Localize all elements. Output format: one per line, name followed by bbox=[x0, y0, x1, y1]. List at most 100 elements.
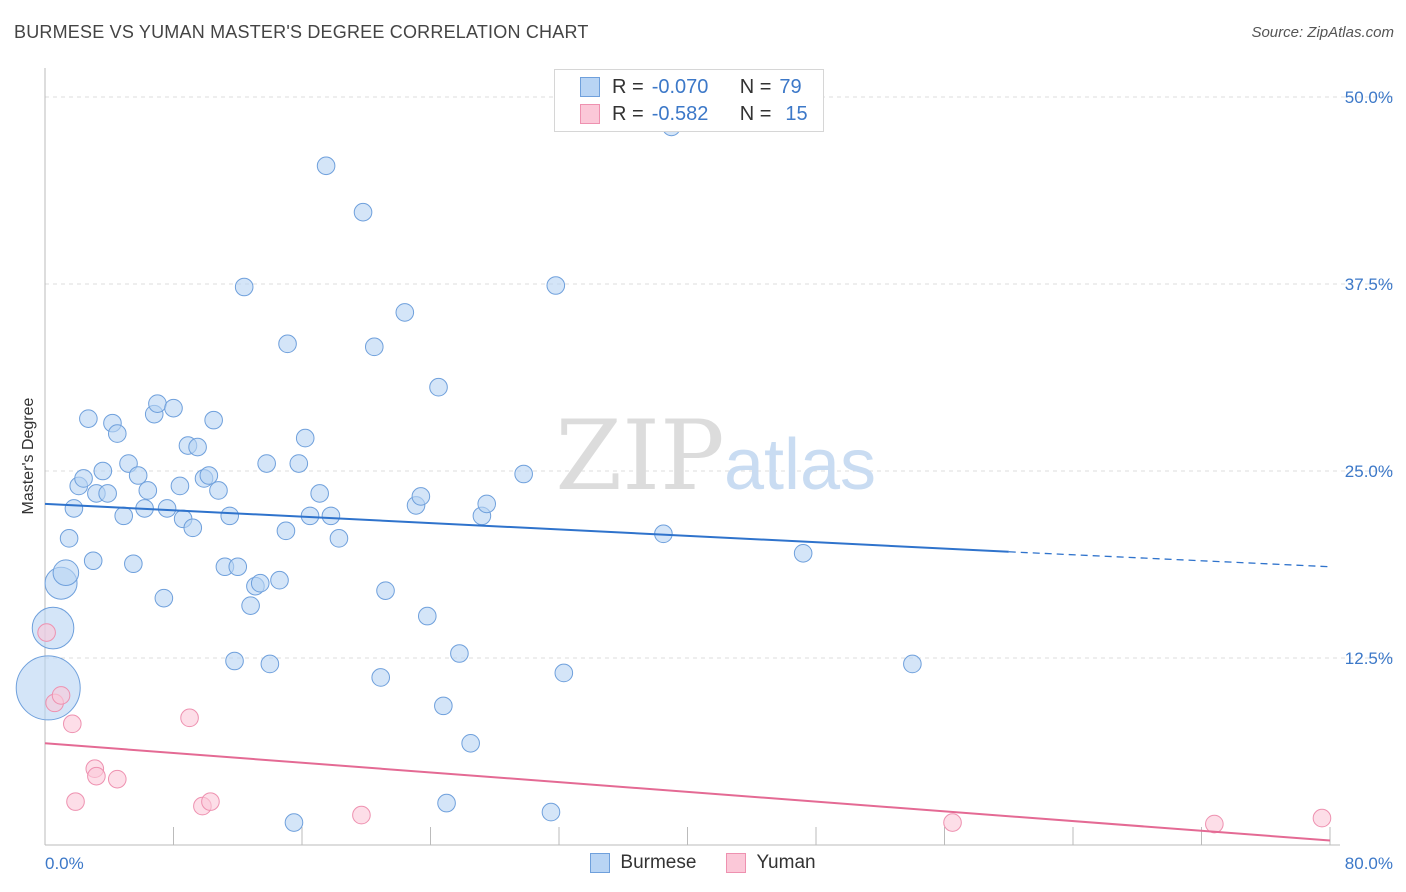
point-burmese bbox=[903, 654, 922, 674]
point-burmese bbox=[52, 559, 80, 587]
series-legend: Burmese Yuman bbox=[0, 852, 1406, 874]
point-burmese bbox=[284, 813, 304, 832]
chart-title: BURMESE VS YUMAN MASTER'S DEGREE CORRELA… bbox=[14, 22, 589, 42]
point-burmese bbox=[371, 668, 391, 687]
data-points bbox=[15, 117, 1332, 834]
watermark: ZIP atlas bbox=[555, 400, 876, 512]
legend-r-value: -0.582 bbox=[651, 102, 709, 125]
point-burmese bbox=[220, 506, 240, 526]
point-burmese bbox=[546, 276, 566, 295]
legend-row-burmese: R = -0.070 N = 79 bbox=[555, 74, 802, 100]
trend-lines bbox=[44, 502, 1331, 842]
point-burmese bbox=[295, 428, 315, 448]
point-burmese bbox=[128, 466, 148, 485]
point-burmese bbox=[554, 663, 574, 683]
legend-swatch-yuman bbox=[726, 853, 747, 873]
legend-item-burmese[interactable]: Burmese bbox=[590, 852, 696, 874]
point-burmese bbox=[310, 484, 329, 503]
legend-label-burmese: Burmese bbox=[620, 852, 697, 873]
gridlines bbox=[45, 96, 1393, 659]
point-burmese bbox=[79, 409, 98, 428]
point-burmese bbox=[395, 303, 415, 322]
trend-line-burmese bbox=[44, 502, 1009, 553]
legend-item-yuman[interactable]: Yuman bbox=[726, 852, 816, 874]
legend-r-label: R = bbox=[612, 102, 644, 125]
point-burmese bbox=[793, 543, 813, 563]
y-tick-label: 50.0% bbox=[1345, 88, 1393, 107]
point-burmese bbox=[278, 334, 297, 354]
point-burmese bbox=[270, 570, 289, 590]
point-burmese bbox=[83, 551, 103, 571]
point-burmese bbox=[183, 518, 203, 538]
source-label: Source: ZipAtlas.com bbox=[1251, 24, 1394, 41]
point-burmese bbox=[541, 802, 561, 822]
trend-line-burmese-extension bbox=[1008, 551, 1331, 568]
point-burmese bbox=[289, 454, 309, 473]
point-yuman bbox=[1312, 808, 1332, 828]
point-burmese bbox=[437, 793, 456, 813]
legend-swatch-yuman bbox=[580, 104, 600, 124]
point-yuman bbox=[37, 623, 56, 642]
point-burmese bbox=[209, 481, 228, 500]
legend-swatch-burmese bbox=[590, 853, 611, 873]
point-burmese bbox=[164, 398, 183, 418]
point-yuman bbox=[1205, 814, 1224, 834]
point-burmese bbox=[234, 277, 254, 297]
point-burmese bbox=[138, 481, 158, 500]
point-yuman bbox=[352, 805, 371, 825]
legend-n-value: 79 bbox=[779, 75, 802, 98]
y-tick-label: 12.5% bbox=[1345, 649, 1393, 668]
point-burmese bbox=[74, 469, 93, 488]
point-yuman bbox=[51, 686, 71, 705]
legend-r-label: R = bbox=[612, 75, 644, 98]
point-burmese bbox=[429, 377, 448, 397]
point-burmese bbox=[157, 499, 177, 518]
point-yuman bbox=[180, 708, 199, 728]
point-yuman bbox=[201, 792, 220, 811]
watermark-zip: ZIP bbox=[555, 400, 724, 512]
point-burmese bbox=[64, 499, 84, 518]
point-burmese bbox=[114, 506, 134, 526]
point-burmese bbox=[461, 733, 480, 753]
point-burmese bbox=[514, 464, 533, 484]
point-burmese bbox=[93, 461, 113, 481]
legend-swatch-burmese bbox=[580, 77, 600, 97]
point-burmese bbox=[199, 466, 219, 485]
point-burmese bbox=[376, 581, 395, 600]
point-burmese bbox=[154, 588, 174, 608]
point-burmese bbox=[15, 655, 81, 721]
point-yuman bbox=[87, 766, 106, 786]
legend-row-yuman: R = -0.582 N = 15 bbox=[555, 101, 808, 127]
point-burmese bbox=[225, 651, 244, 671]
point-burmese bbox=[411, 487, 431, 506]
legend-r-value: -0.070 bbox=[651, 75, 709, 98]
trend-line-yuman bbox=[44, 742, 1331, 842]
y-tick-label: 37.5% bbox=[1345, 275, 1393, 294]
watermark-atlas: atlas bbox=[724, 425, 876, 505]
y-tick-label: 25.0% bbox=[1345, 462, 1393, 481]
x-tick-label: 0.0% bbox=[45, 854, 84, 873]
legend-n-label: N = bbox=[739, 102, 772, 125]
point-burmese bbox=[257, 454, 276, 473]
point-burmese bbox=[353, 202, 373, 222]
point-burmese bbox=[204, 410, 223, 430]
point-burmese bbox=[124, 554, 143, 574]
point-burmese bbox=[364, 337, 384, 357]
point-burmese bbox=[417, 606, 437, 626]
point-burmese bbox=[107, 424, 127, 443]
point-yuman bbox=[63, 714, 82, 734]
point-burmese bbox=[321, 506, 341, 526]
point-yuman bbox=[66, 792, 85, 811]
point-burmese bbox=[170, 476, 190, 496]
point-burmese bbox=[148, 394, 167, 413]
x-tick-label: 80.0% bbox=[1345, 854, 1393, 873]
legend-label-yuman: Yuman bbox=[756, 852, 816, 873]
point-burmese bbox=[188, 437, 207, 457]
tick-labels: 12.5% 25.0% 37.5% 50.0% 0.0% 80.0% bbox=[45, 88, 1393, 873]
point-burmese bbox=[260, 654, 280, 674]
point-burmese bbox=[434, 696, 453, 716]
y-axis-label: Master's Degree bbox=[20, 397, 37, 514]
point-burmese bbox=[250, 573, 270, 593]
point-yuman bbox=[943, 813, 962, 832]
